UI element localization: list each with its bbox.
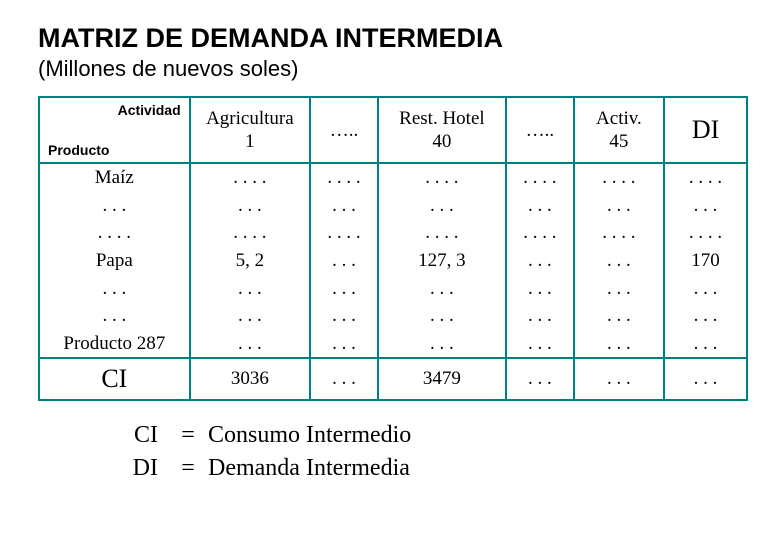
header-col-di: DI [664, 97, 747, 163]
header-col-dots2: ….. [506, 97, 574, 163]
legend-row-ci: CI = Consumo Intermedio [38, 419, 748, 451]
footer-c4: . . . [574, 358, 664, 400]
footer-c3: . . . [506, 358, 574, 400]
col-resthotel-data: . . . .. . .. . . .127, 3. . .. . .. . . [378, 163, 506, 358]
header-corner-top: Actividad [118, 102, 181, 118]
footer-c5: . . . [664, 358, 747, 400]
legend: CI = Consumo Intermedio DI = Demanda Int… [38, 419, 748, 484]
col-di-data: . . . .. . .. . . .170. . .. . .. . . [664, 163, 747, 358]
page-title: MATRIZ DE DEMANDA INTERMEDIA [38, 22, 748, 54]
col-activ-data: . . . .. . .. . . .. . .. . .. . .. . . [574, 163, 664, 358]
header-corner-bottom: Producto [48, 142, 109, 158]
col-dots2-data: . . . .. . .. . . .. . .. . .. . .. . . [506, 163, 574, 358]
footer-c2: 3479 [378, 358, 506, 400]
footer-label: CI [39, 358, 190, 400]
header-col-activ: Activ. 45 [574, 97, 664, 163]
header-col-resthotel: Rest. Hotel 40 [378, 97, 506, 163]
legend-row-di: DI = Demanda Intermedia [38, 452, 748, 484]
footer-c0: 3036 [190, 358, 311, 400]
matrix-table: Actividad Producto Agricultura 1 ….. Res… [38, 96, 748, 401]
header-col-agricultura: Agricultura 1 [190, 97, 311, 163]
header-col-dots1: ….. [310, 97, 378, 163]
col-dots1-data: . . . .. . .. . . .. . .. . .. . .. . . [310, 163, 378, 358]
header-corner: Actividad Producto [39, 97, 190, 163]
page-subtitle: (Millones de nuevos soles) [38, 56, 748, 82]
row-labels: Maíz . . . . . . . Papa . . . . . . Prod… [39, 163, 190, 358]
footer-c1: . . . [310, 358, 378, 400]
col-agricultura-data: . . . .. . .. . . .5, 2. . .. . .. . . [190, 163, 311, 358]
